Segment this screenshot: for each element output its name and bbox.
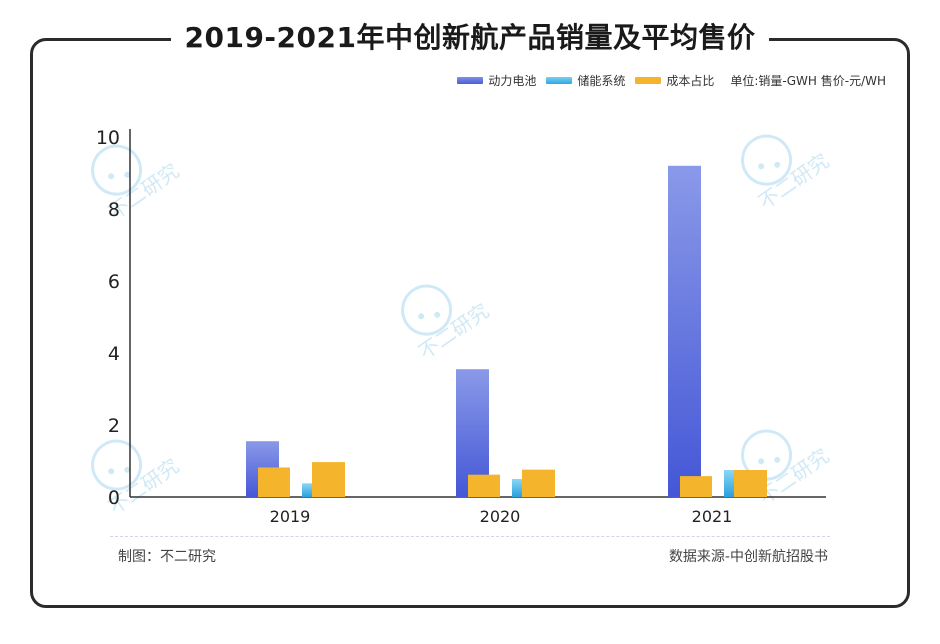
title-wrap: 2019-2021年中创新航产品销量及平均售价 <box>0 16 940 60</box>
bar-cost-price <box>734 470 767 497</box>
legend-item-cost: 成本占比 <box>635 72 714 89</box>
bar-cost-volume <box>258 467 290 497</box>
bar-cost-price <box>312 462 345 497</box>
watermark-logo: 不二研究 <box>91 144 183 224</box>
svg-text:不二研究: 不二研究 <box>754 149 833 215</box>
legend-label-cost: 成本占比 <box>666 74 715 88</box>
bar-storage-system <box>724 470 734 497</box>
bars <box>246 165 767 498</box>
x-tick-label: 2020 <box>480 507 521 526</box>
bar-power-battery <box>668 165 701 498</box>
tick-labels: 0 2 4 6 8 10 2019 2020 2021 <box>96 127 733 526</box>
footer-maker: 制图：不二研究 <box>118 549 216 565</box>
bar-cost-volume <box>680 476 712 497</box>
y-tick-label: 10 <box>96 127 120 149</box>
watermark-logo: 不二研究 <box>401 284 493 365</box>
legend-label-storage: 储能系统 <box>577 74 626 88</box>
legend-label-power-battery: 动力电池 <box>488 74 537 88</box>
legend-item-power-battery: 动力电池 <box>457 72 536 89</box>
watermark-logo: 不二研究 <box>91 439 183 519</box>
chart-title: 2019-2021年中创新航产品销量及平均售价 <box>170 16 770 60</box>
bar-cost-price <box>522 469 555 497</box>
x-tick-label: 2019 <box>270 507 311 526</box>
unit-note: 单位:销量-GWH 售价-元/WH <box>730 74 886 88</box>
y-tick-label: 4 <box>108 343 120 365</box>
y-tick-label: 6 <box>108 271 120 293</box>
y-tick-label: 8 <box>108 199 120 221</box>
watermark-logo: 不二研究 <box>741 134 833 215</box>
legend-item-storage: 储能系统 <box>546 72 625 89</box>
x-tick-label: 2021 <box>692 507 733 526</box>
footer-divider <box>110 536 830 537</box>
legend-swatch-power-battery <box>457 77 484 84</box>
legend-swatch-cost <box>635 77 662 84</box>
bar-cost-volume <box>468 474 500 497</box>
footer-source: 数据来源-中创新航招股书 <box>668 549 828 565</box>
y-tick-label: 2 <box>108 415 120 437</box>
y-tick-label: 0 <box>108 487 120 509</box>
svg-text:不二研究: 不二研究 <box>414 299 493 365</box>
bar-storage-system <box>512 479 522 497</box>
legend: 动力电池 储能系统 成本占比 单位:销量-GWH 售价-元/WH <box>457 72 886 89</box>
legend-swatch-storage <box>546 77 573 84</box>
bar-storage-system <box>302 483 312 497</box>
